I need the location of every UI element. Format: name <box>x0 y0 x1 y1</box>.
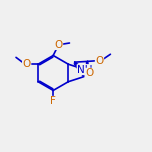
Text: O: O <box>85 68 93 78</box>
Text: O: O <box>95 56 104 66</box>
Text: NH: NH <box>77 65 93 75</box>
Text: O: O <box>54 40 63 50</box>
Text: O: O <box>22 59 31 69</box>
Text: F: F <box>50 96 56 106</box>
